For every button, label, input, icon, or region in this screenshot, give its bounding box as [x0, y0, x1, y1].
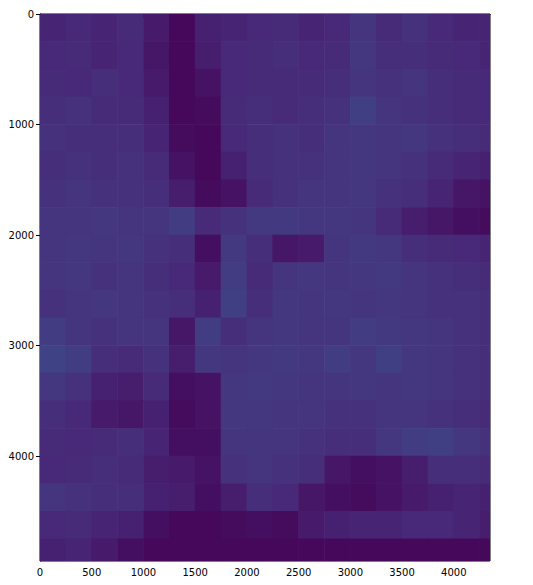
- svg-text:3500: 3500: [389, 567, 414, 578]
- svg-text:0: 0: [28, 9, 34, 20]
- svg-text:1000: 1000: [131, 567, 156, 578]
- svg-text:2000: 2000: [234, 567, 259, 578]
- svg-text:500: 500: [82, 567, 101, 578]
- svg-text:3000: 3000: [338, 567, 363, 578]
- svg-text:4000: 4000: [9, 451, 34, 462]
- svg-text:3000: 3000: [9, 340, 34, 351]
- svg-text:0: 0: [37, 567, 43, 578]
- svg-text:2500: 2500: [286, 567, 311, 578]
- svg-text:2000: 2000: [9, 230, 34, 241]
- svg-text:1500: 1500: [182, 567, 207, 578]
- svg-text:4000: 4000: [441, 567, 466, 578]
- svg-text:1000: 1000: [9, 119, 34, 130]
